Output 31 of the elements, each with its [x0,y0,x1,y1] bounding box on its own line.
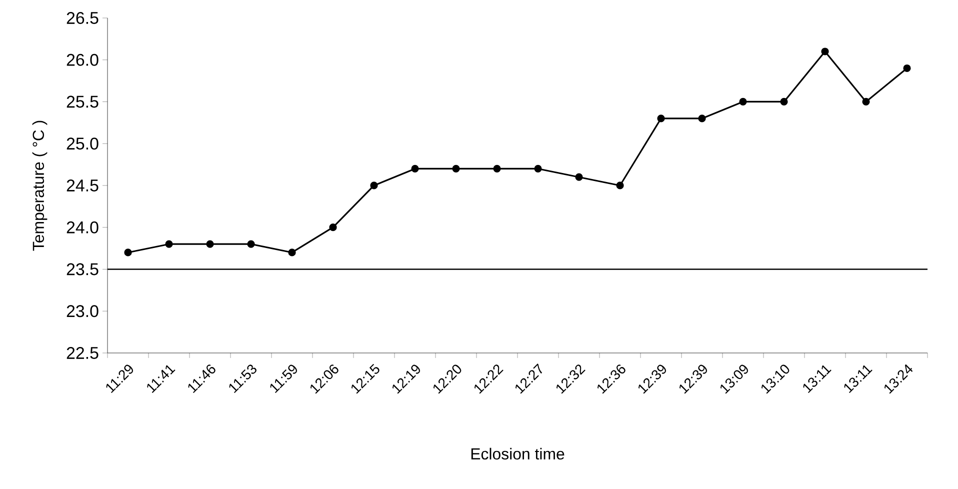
point [370,182,378,190]
y-tick-label: 22.5 [66,346,98,359]
point [616,182,624,190]
y-axis-title: Temperature ( °C ) [32,120,48,251]
point [452,164,460,173]
point [739,98,747,106]
point [862,98,870,106]
point [206,240,214,248]
point [493,164,501,173]
y-tick-label: 25.0 [66,138,98,150]
y-tick-label: 23.5 [66,263,98,276]
y-tick-label: 24.0 [66,221,98,234]
point [534,164,542,173]
y-tick-label: 25.5 [66,96,98,108]
point [411,164,419,173]
y-tick-label: 26.5 [66,12,98,24]
x-axis-title: Eclosion time [471,448,564,460]
point [903,64,911,72]
point [657,114,665,122]
point [329,224,337,232]
point [288,248,296,256]
point [124,248,132,256]
y-tick-label: 24.5 [66,179,98,192]
point [780,98,788,106]
point [698,114,706,122]
point [247,240,255,248]
y-tick-label: 26.0 [66,54,98,66]
point [575,173,583,181]
point [821,48,829,56]
y-tick-label: 23.0 [66,305,98,318]
point [165,240,173,248]
